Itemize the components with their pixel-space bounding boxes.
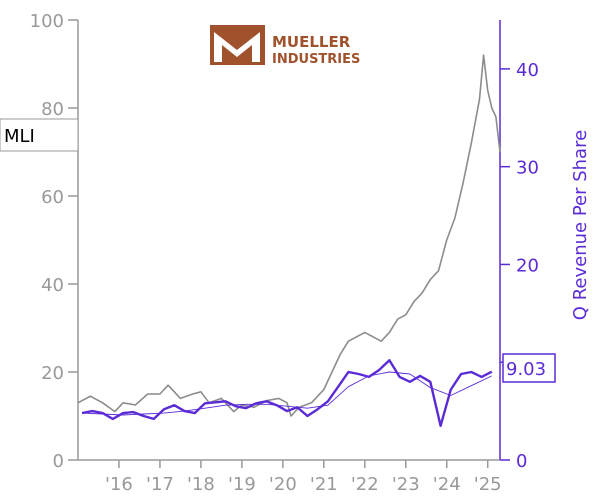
right-axis-label: Q Revenue Per Share — [570, 130, 591, 320]
x-tick-label: '16 — [105, 474, 133, 495]
right-axis-ticks: 010203040 — [500, 60, 539, 472]
mueller-logo: MUELLER INDUSTRIES — [210, 25, 360, 67]
right-tick-label: 40 — [516, 60, 539, 81]
x-tick-label: '24 — [433, 474, 461, 495]
left-tick-label: 100 — [30, 11, 64, 32]
ticker-box: MLI — [0, 118, 79, 152]
right-tick-label: 0 — [516, 451, 527, 472]
ticker-label: MLI — [4, 126, 35, 147]
last-value-box: 9.03 — [502, 353, 556, 383]
revenue-series-line — [81, 359, 493, 427]
logo-line2: INDUSTRIES — [272, 52, 360, 67]
left-tick-label: 20 — [41, 363, 64, 384]
ticker-box-frame — [0, 118, 79, 152]
x-tick-label: '19 — [228, 474, 256, 495]
right-tick-label: 30 — [516, 158, 539, 179]
logo-line1: MUELLER — [272, 33, 351, 51]
price-series-line — [77, 54, 501, 417]
x-axis: '16 '17 '18 '19 '20 '21 '22 '23 '24 '25 — [78, 459, 502, 495]
logo-m-shape — [214, 32, 260, 62]
x-tick-label: '18 — [187, 474, 215, 495]
left-tick-label: 80 — [41, 99, 64, 120]
last-value-label: 9.03 — [506, 359, 546, 380]
left-tick-label: 0 — [53, 451, 64, 472]
right-tick-label: 20 — [516, 255, 539, 276]
x-tick-label: '21 — [310, 474, 338, 495]
series-layer — [77, 54, 501, 427]
left-tick-label: 40 — [41, 275, 64, 296]
revenue-trend-line — [82, 371, 492, 416]
right-axis: 010203040 Q Revenue Per Share — [499, 20, 591, 472]
left-tick-label: 60 — [41, 187, 64, 208]
x-tick-label: '25 — [474, 474, 502, 495]
last-value-frame — [502, 353, 556, 383]
x-tick-label: '22 — [351, 474, 379, 495]
x-tick-label: '20 — [269, 474, 297, 495]
x-axis-ticks: '16 '17 '18 '19 '20 '21 '22 '23 '24 '25 — [105, 460, 502, 495]
left-axis-ticks: 0 20 40 60 80 100 — [30, 11, 78, 472]
x-tick-label: '17 — [146, 474, 174, 495]
x-tick-label: '23 — [392, 474, 420, 495]
left-axis: 0 20 40 60 80 100 — [30, 11, 79, 472]
